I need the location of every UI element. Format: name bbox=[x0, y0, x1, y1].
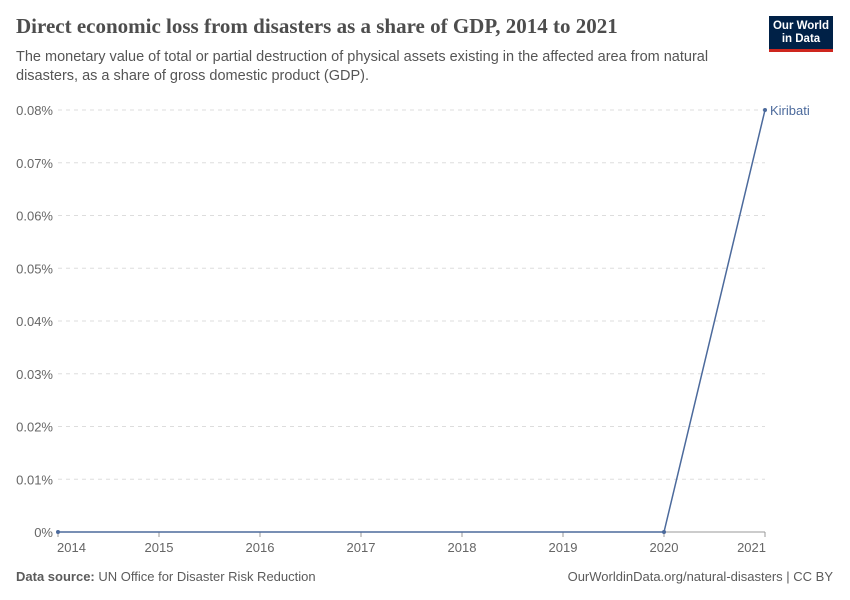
series-line-kiribati bbox=[58, 109, 766, 533]
y-tick-label: 0.03% bbox=[16, 367, 53, 382]
y-tick-label: 0% bbox=[34, 525, 53, 540]
y-tick-label: 0.01% bbox=[16, 472, 53, 487]
data-source-label: Data source: bbox=[16, 569, 95, 584]
x-tick-label: 2018 bbox=[448, 540, 477, 555]
y-tick-label: 0.07% bbox=[16, 156, 53, 171]
y-tick-label: 0.04% bbox=[16, 314, 53, 329]
y-tick-label: 0.08% bbox=[16, 103, 53, 118]
data-point bbox=[763, 108, 767, 112]
x-tick-label: 2017 bbox=[347, 540, 376, 555]
chart-subtitle: The monetary value of total or partial d… bbox=[16, 49, 709, 84]
chart-title: Direct economic loss from disasters as a… bbox=[16, 14, 618, 38]
x-tick-label: 2019 bbox=[549, 540, 578, 555]
x-tick-label: 2014 bbox=[57, 540, 86, 555]
data-source-value[interactable]: UN Office for Disaster Risk Reduction bbox=[98, 569, 316, 584]
x-tick-label: 2021 bbox=[737, 540, 766, 555]
x-tick-label: 2020 bbox=[650, 540, 679, 555]
y-tick-label: 0.05% bbox=[16, 261, 53, 276]
y-tick-label: 0.06% bbox=[16, 209, 53, 224]
x-tick-label: 2016 bbox=[246, 540, 275, 555]
x-tick-label: 2015 bbox=[145, 540, 174, 555]
owid-logo[interactable]: Our World in Data bbox=[769, 16, 833, 52]
y-tick-label: 0.02% bbox=[16, 420, 53, 435]
series-label: Kiribati bbox=[770, 103, 810, 118]
data-point bbox=[56, 530, 60, 534]
data-point bbox=[662, 530, 666, 534]
data-source: Data source: UN Office for Disaster Risk… bbox=[16, 569, 316, 584]
source-url[interactable]: OurWorldinData.org/natural-disasters | C… bbox=[567, 569, 833, 584]
